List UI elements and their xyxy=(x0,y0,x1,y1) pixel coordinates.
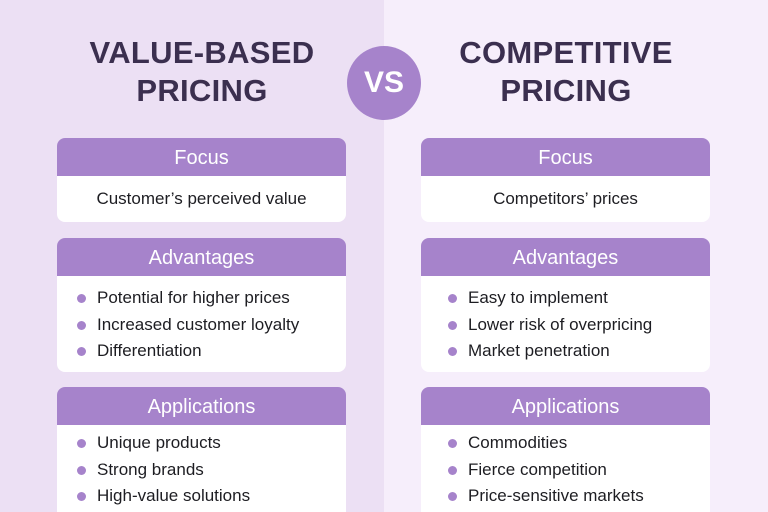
list-item: Fierce competition xyxy=(448,457,710,484)
bullet-icon xyxy=(448,492,457,501)
competitive-applications-card: Applications Commodities Fierce competit… xyxy=(421,387,710,512)
bullet-icon xyxy=(77,320,86,330)
advantages-list: Easy to implement Lower risk of overpric… xyxy=(421,276,710,365)
value-based-advantages-card: Advantages Potential for higher prices I… xyxy=(57,238,346,372)
card-header: Focus xyxy=(421,138,710,176)
bullet-icon xyxy=(77,465,86,475)
focus-text: Customer’s perceived value xyxy=(96,189,307,208)
list-item: Potential for higher prices xyxy=(77,285,346,312)
list-item-text: Fierce competition xyxy=(468,459,607,479)
list-item-text: Strong brands xyxy=(97,459,204,479)
value-based-pricing-title: VALUE-BASED PRICING xyxy=(52,34,352,110)
card-header: Applications xyxy=(57,387,346,425)
card-header: Advantages xyxy=(421,238,710,276)
card-header: Focus xyxy=(57,138,346,176)
vs-badge: VS xyxy=(347,46,421,120)
list-item-text: Increased customer loyalty xyxy=(97,314,300,334)
title-line-2: PRICING xyxy=(500,73,632,108)
bullet-icon xyxy=(448,439,457,448)
list-item: Market penetration xyxy=(448,338,710,365)
list-item-text: High-value solutions xyxy=(97,486,251,505)
competitive-advantages-card: Advantages Easy to implement Lower risk … xyxy=(421,238,710,372)
list-item: Strong brands xyxy=(77,457,346,484)
list-item-text: Price-sensitive markets xyxy=(468,486,644,505)
list-item: Easy to implement xyxy=(448,285,710,312)
card-header: Applications xyxy=(421,387,710,425)
bullet-icon xyxy=(77,492,86,501)
bullet-icon xyxy=(448,320,457,330)
focus-text: Competitors’ prices xyxy=(493,189,638,208)
advantages-list: Potential for higher prices Increased cu… xyxy=(57,276,346,365)
title-line-2: PRICING xyxy=(136,73,268,108)
list-item: Commodities xyxy=(448,430,710,457)
bullet-icon xyxy=(448,294,457,303)
applications-list: Unique products Strong brands High-value… xyxy=(57,425,346,510)
list-item-text: Easy to implement xyxy=(468,288,608,307)
card-header: Advantages xyxy=(57,238,346,276)
bullet-icon xyxy=(77,347,86,356)
list-item: Lower risk of overpricing xyxy=(448,312,710,339)
competitive-pricing-title: COMPETITIVE PRICING xyxy=(416,34,716,110)
list-item-text: Differentiation xyxy=(97,341,202,360)
list-item: Increased customer loyalty xyxy=(77,312,346,339)
list-item: Differentiation xyxy=(77,338,346,365)
bullet-icon xyxy=(77,439,86,448)
list-item: High-value solutions xyxy=(77,483,346,510)
competitive-focus-card: Focus Competitors’ prices xyxy=(421,138,710,222)
applications-list: Commodities Fierce competition Price-sen… xyxy=(421,425,710,510)
bullet-icon xyxy=(77,294,86,303)
value-based-applications-card: Applications Unique products Strong bran… xyxy=(57,387,346,512)
title-line-1: VALUE-BASED xyxy=(89,35,315,70)
list-item-text: Market penetration xyxy=(468,341,610,360)
bullet-icon xyxy=(448,347,457,356)
list-item: Unique products xyxy=(77,430,346,457)
bullet-icon xyxy=(448,465,457,475)
list-item-text: Potential for higher prices xyxy=(97,288,290,307)
list-item-text: Lower risk of overpricing xyxy=(468,314,653,334)
value-based-focus-card: Focus Customer’s perceived value xyxy=(57,138,346,222)
title-line-1: COMPETITIVE xyxy=(459,35,673,70)
list-item-text: Unique products xyxy=(97,433,221,452)
list-item: Price-sensitive markets xyxy=(448,483,710,510)
list-item-text: Commodities xyxy=(468,433,568,452)
